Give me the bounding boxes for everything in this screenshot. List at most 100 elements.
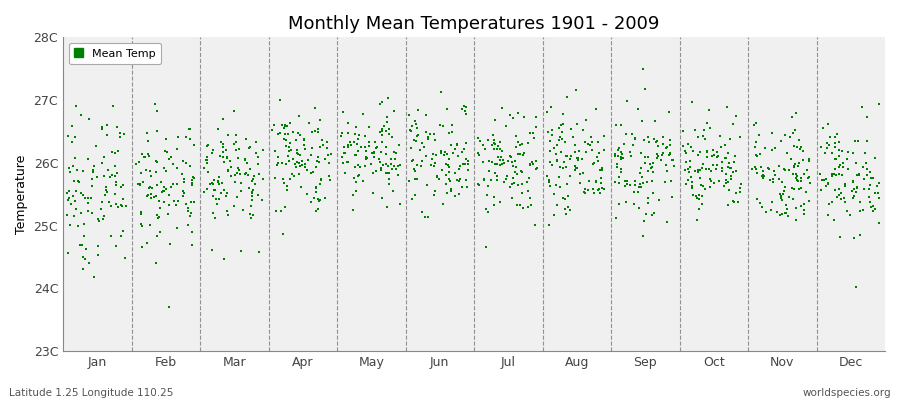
Point bbox=[488, 160, 502, 167]
Point bbox=[842, 212, 857, 218]
Point bbox=[833, 189, 848, 196]
Point bbox=[560, 153, 574, 160]
Point bbox=[593, 189, 608, 196]
Point bbox=[504, 154, 518, 160]
Point bbox=[107, 172, 122, 179]
Point bbox=[452, 166, 466, 172]
Point bbox=[216, 144, 230, 150]
Point bbox=[320, 152, 335, 158]
Point bbox=[659, 145, 673, 151]
Point bbox=[389, 166, 403, 172]
Point bbox=[698, 136, 712, 142]
Point bbox=[453, 163, 467, 169]
Point bbox=[184, 182, 199, 188]
Point bbox=[114, 202, 129, 208]
Point bbox=[686, 191, 700, 198]
Point bbox=[779, 210, 794, 216]
Point bbox=[656, 141, 670, 147]
Point bbox=[187, 142, 202, 148]
Point bbox=[220, 189, 234, 196]
Point bbox=[852, 208, 867, 214]
Point bbox=[678, 148, 692, 154]
Point bbox=[645, 178, 660, 184]
Point bbox=[185, 177, 200, 184]
Point bbox=[650, 150, 664, 157]
Point bbox=[593, 180, 608, 186]
Point bbox=[832, 162, 847, 168]
Point bbox=[691, 152, 706, 158]
Point bbox=[362, 142, 376, 149]
Point bbox=[634, 184, 648, 190]
Point bbox=[433, 122, 447, 128]
Point bbox=[704, 168, 718, 174]
Point bbox=[230, 170, 244, 176]
Point bbox=[703, 176, 717, 182]
Point bbox=[251, 161, 266, 167]
Point bbox=[140, 193, 154, 199]
Point bbox=[495, 148, 509, 154]
Point bbox=[479, 206, 493, 212]
Point bbox=[209, 196, 223, 202]
Point bbox=[243, 166, 257, 172]
Point bbox=[291, 150, 305, 157]
Point bbox=[293, 163, 308, 169]
Point bbox=[271, 130, 285, 137]
Point bbox=[721, 202, 735, 208]
Point bbox=[755, 173, 770, 180]
Point bbox=[349, 179, 364, 186]
Point bbox=[801, 198, 815, 204]
Point bbox=[175, 171, 189, 177]
Point bbox=[86, 274, 101, 280]
Point bbox=[179, 201, 194, 208]
Point bbox=[768, 144, 782, 151]
Point bbox=[832, 139, 846, 146]
Point bbox=[106, 103, 121, 109]
Point bbox=[871, 101, 886, 107]
Point bbox=[277, 121, 292, 128]
Point bbox=[515, 169, 529, 175]
Point bbox=[788, 161, 802, 168]
Point bbox=[569, 87, 583, 93]
Point bbox=[690, 167, 705, 173]
Point bbox=[778, 184, 793, 190]
Point bbox=[646, 210, 661, 216]
Point bbox=[408, 118, 422, 124]
Point bbox=[230, 139, 244, 145]
Point bbox=[136, 179, 150, 185]
Point bbox=[590, 157, 605, 164]
Point bbox=[676, 143, 690, 149]
Point bbox=[157, 184, 171, 190]
Point bbox=[485, 142, 500, 148]
Point bbox=[446, 122, 460, 128]
Point bbox=[792, 186, 806, 192]
Point bbox=[418, 129, 433, 136]
Point bbox=[856, 207, 870, 213]
Point bbox=[516, 151, 530, 158]
Point bbox=[227, 108, 241, 114]
Point bbox=[346, 206, 360, 213]
Point bbox=[214, 190, 229, 196]
Point bbox=[754, 164, 769, 170]
Point bbox=[132, 182, 147, 188]
Point bbox=[665, 157, 680, 163]
Point bbox=[813, 171, 827, 177]
Point bbox=[846, 195, 860, 202]
Point bbox=[98, 192, 112, 198]
Point bbox=[749, 119, 763, 126]
Point bbox=[176, 178, 191, 185]
Point bbox=[525, 159, 539, 165]
Point bbox=[74, 190, 88, 196]
Point bbox=[228, 179, 242, 185]
Point bbox=[74, 210, 88, 216]
Point bbox=[166, 161, 181, 168]
Point bbox=[445, 186, 459, 192]
Point bbox=[359, 154, 374, 160]
Point bbox=[796, 211, 811, 217]
Point bbox=[635, 180, 650, 186]
Point bbox=[389, 150, 403, 157]
Point bbox=[176, 188, 190, 194]
Point bbox=[844, 188, 859, 194]
Point bbox=[651, 153, 665, 159]
Point bbox=[597, 186, 611, 193]
Point bbox=[289, 137, 303, 144]
